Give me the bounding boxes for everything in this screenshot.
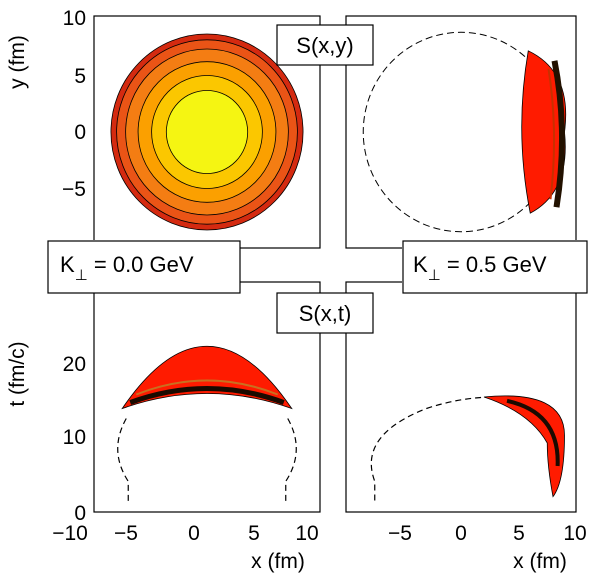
contour-edge <box>547 68 556 200</box>
contour-edge <box>506 398 560 467</box>
label-k0: K⊥ = 0.0 GeV <box>47 240 241 294</box>
y-tick-label: 5 <box>74 65 86 88</box>
contour-edge <box>551 60 566 208</box>
y-tick-label: −5 <box>62 178 86 201</box>
y-tick-label: 0 <box>74 121 86 144</box>
contour-edge <box>135 379 279 396</box>
x-tick-label: −5 <box>388 522 412 545</box>
x-tick-label: 0 <box>455 522 467 545</box>
y-ticks-top: 10 5 0 −5 <box>62 7 86 201</box>
y-tick-label: 20 <box>63 353 86 376</box>
sxy-text: S(x,y) <box>296 33 353 58</box>
x-tick-label: 5 <box>513 522 525 545</box>
x-axis-label-right: x (fm) <box>513 550 567 573</box>
freezeout-curve <box>370 396 496 501</box>
contour-dome <box>117 346 297 505</box>
panel-frame <box>345 281 577 513</box>
contour-level <box>165 90 249 174</box>
contour-crescent <box>362 31 567 233</box>
y-axis-label-bottom: t (fm/c) <box>6 341 29 406</box>
x-tick-label: 0 <box>188 522 200 545</box>
x-tick-label: −10 <box>52 522 88 545</box>
y-tick-label: 0 <box>74 502 86 525</box>
x-ticks-right: −5 0 5 10 <box>388 522 587 545</box>
k5-text: K⊥ = 0.5 GeV <box>413 252 547 284</box>
x-tick-label: 10 <box>295 522 318 545</box>
label-k5: K⊥ = 0.5 GeV <box>402 240 588 294</box>
x-tick-label: −5 <box>114 522 138 545</box>
y-ticks-bottom: 20 10 0 <box>63 353 86 525</box>
label-sxt: S(x,t) <box>276 292 374 334</box>
panel-top-right <box>345 15 577 249</box>
y-axis-label-top: y (fm) <box>6 35 29 89</box>
label-sxy: S(x,y) <box>276 24 374 66</box>
k0-text: K⊥ = 0.0 GeV <box>60 252 194 284</box>
x-tick-label: 10 <box>563 522 586 545</box>
contour-edge <box>129 386 285 405</box>
y-tick-label: 10 <box>63 426 86 449</box>
panel-bottom-right <box>345 281 577 513</box>
contour-arc <box>370 395 565 501</box>
x-tick-label: 5 <box>248 522 260 545</box>
sxt-text: S(x,t) <box>299 301 352 326</box>
contour-rings <box>110 33 304 231</box>
x-axis-label-left: x (fm) <box>251 550 305 573</box>
x-ticks-left: −10 −5 0 5 10 <box>52 522 318 545</box>
y-tick-label: 10 <box>63 7 86 30</box>
